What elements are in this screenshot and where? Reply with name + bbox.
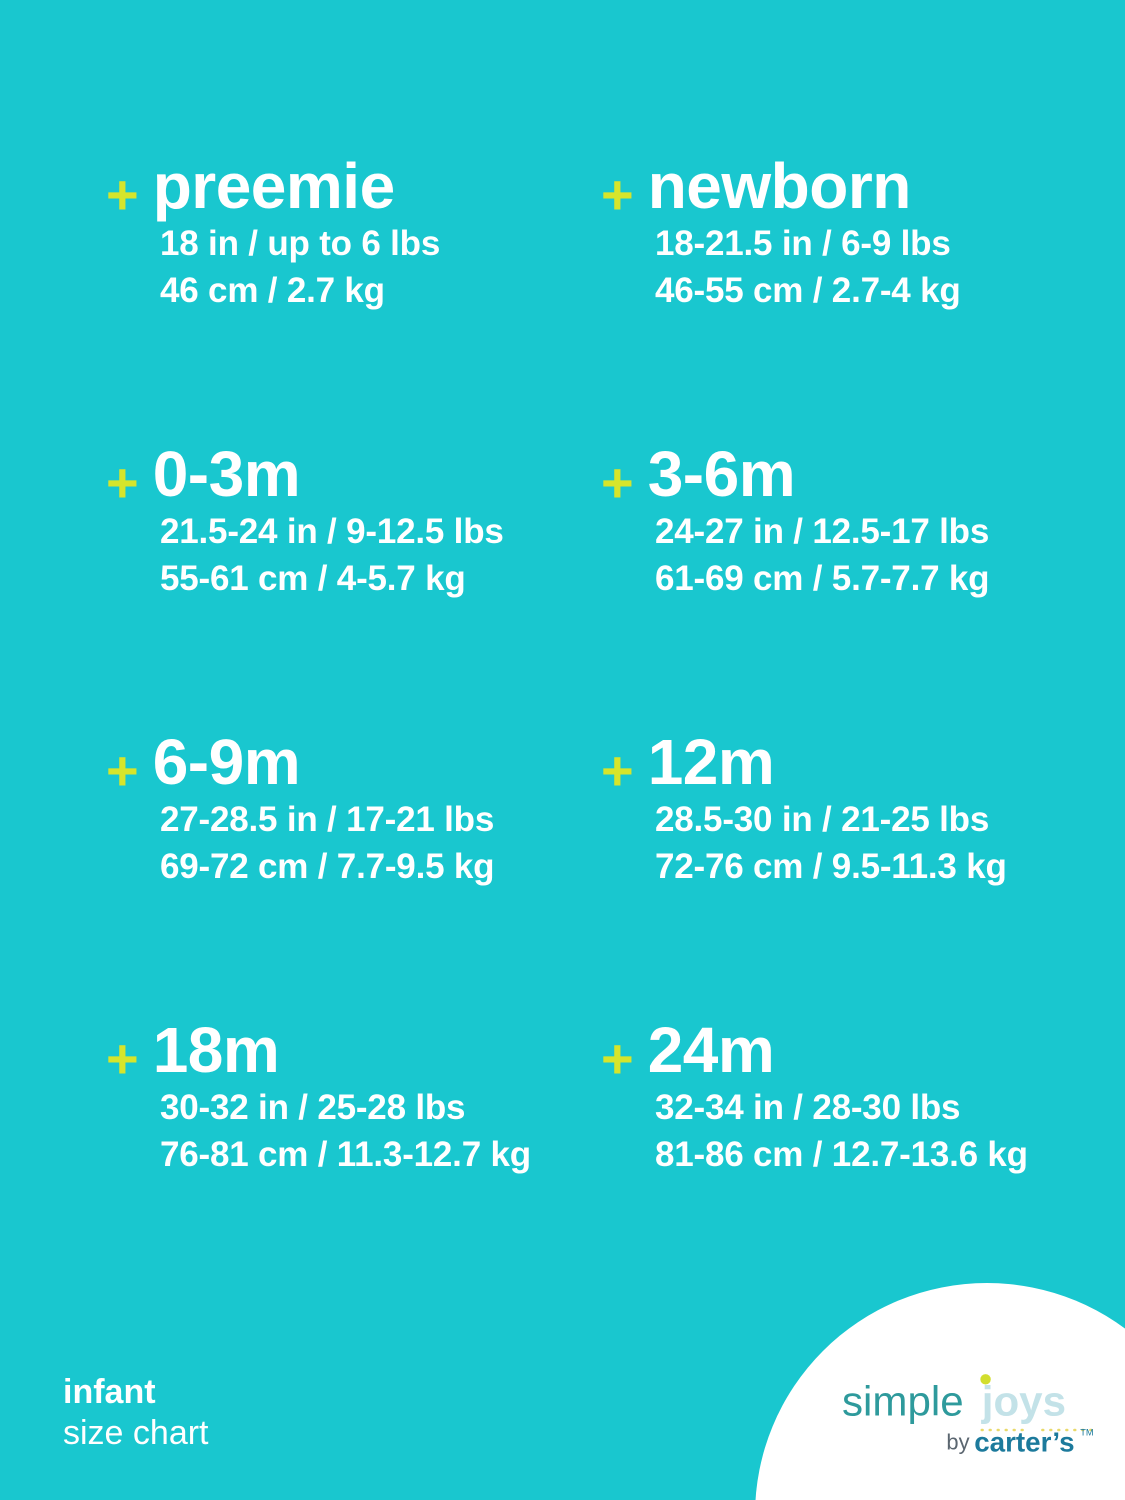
svg-text:simple: simple [842,1377,964,1424]
svg-text:joys: joys [981,1377,1066,1424]
svg-text:TM: TM [1080,1427,1093,1437]
svg-text:by: by [946,1429,969,1454]
svg-text:carter’s: carter’s [974,1426,1074,1457]
